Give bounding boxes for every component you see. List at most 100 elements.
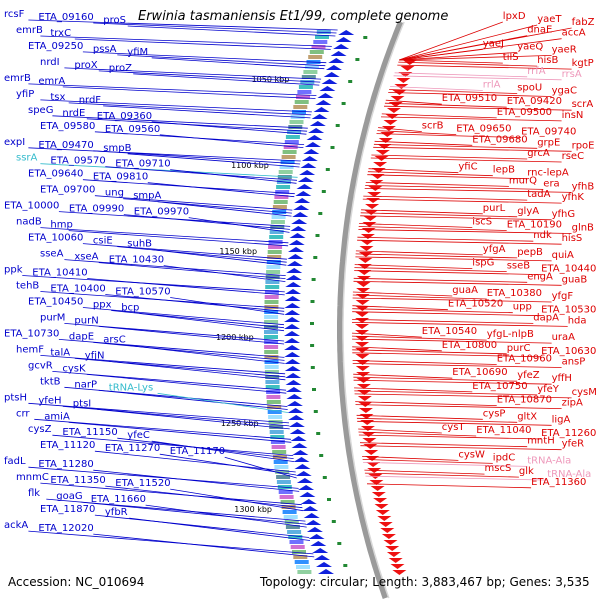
feature-block: [270, 225, 285, 229]
gene-label: ETA_09470: [38, 140, 93, 151]
gene-leader-line: [374, 140, 473, 146]
feature-block: [283, 145, 298, 149]
feature-block: [265, 380, 280, 384]
forward-gene-arrow: [297, 177, 314, 182]
gene-leader-line: [98, 70, 321, 83]
gene-leader-line: [354, 270, 542, 275]
feature-block: [296, 565, 310, 569]
gene-leader-line: [352, 294, 487, 300]
gene-label: yffH: [552, 373, 572, 384]
feature-block: [269, 230, 284, 234]
gene-leader-line: [355, 256, 552, 262]
forward-gene-arrow: [284, 352, 301, 357]
gene-leader-line: [360, 212, 518, 218]
gene-leader-line: [358, 431, 477, 437]
reverse-gene-arrow: [375, 150, 390, 155]
gene-leader-line: [117, 54, 326, 67]
gene-leader-line: [93, 469, 300, 492]
feature-block: [266, 395, 281, 399]
gene-label: expI: [4, 137, 25, 148]
gene-label: ETA_09420: [507, 96, 562, 107]
forward-gene-arrow: [302, 506, 319, 511]
gene-label: ETA_12020: [38, 523, 93, 534]
gene-label: yaeR: [552, 44, 577, 55]
gc-tick: [311, 278, 316, 281]
forward-gene-arrow: [308, 128, 325, 133]
kbp-marker: 1300 kbp: [234, 505, 272, 514]
gc-tick: [310, 366, 315, 369]
feature-block: [279, 165, 294, 169]
gene-leader-line: [352, 311, 542, 317]
gene-leader-line: [355, 253, 518, 259]
feature-block: [281, 505, 296, 509]
reverse-gene-arrow: [385, 546, 400, 551]
forward-gene-arrow: [286, 401, 303, 406]
gene-leader-line: [359, 223, 473, 228]
feature-block: [266, 260, 281, 264]
forward-gene-arrow: [286, 261, 303, 266]
forward-gene-arrow: [325, 65, 342, 70]
feature-block: [316, 30, 331, 34]
forward-gene-arrow: [300, 499, 317, 504]
feature-block: [289, 540, 304, 544]
reverse-gene-arrow: [371, 492, 386, 497]
feature-block: [294, 100, 309, 104]
gene-label: lepB: [493, 165, 515, 176]
forward-gene-arrow: [293, 457, 310, 462]
forward-gene-arrow: [285, 387, 302, 392]
gene-leader-line: [398, 61, 538, 67]
gene-label: talA: [50, 347, 70, 358]
reverse-gene-arrow: [375, 510, 390, 515]
forward-gene-arrow: [290, 226, 307, 231]
gene-label: yfjN: [85, 350, 105, 361]
gene-label: ETA_09580: [40, 121, 95, 132]
gene-label: ETA_10530: [541, 305, 596, 316]
feature-block: [293, 105, 308, 109]
forward-gene-arrow: [338, 30, 355, 35]
feature-block: [289, 120, 304, 124]
feature-block: [294, 560, 309, 564]
gene-label: ssrA: [16, 153, 38, 164]
gene-leader-line: [360, 215, 552, 221]
gene-label: ETA_09680: [472, 134, 527, 145]
gene-leader-line: [94, 514, 310, 538]
forward-gene-arrow: [285, 289, 301, 294]
gene-leader-line: [105, 485, 303, 509]
feature-block: [265, 285, 280, 289]
reverse-gene-arrow: [386, 552, 401, 557]
feature-block: [282, 150, 297, 154]
gene-leader-line: [64, 67, 322, 80]
forward-gene-arrow: [284, 331, 300, 336]
gene-label: nrdF: [79, 95, 102, 106]
gene-leader-line: [388, 92, 552, 97]
gene-label: mnmC: [16, 472, 49, 483]
forward-gene-arrow: [288, 240, 305, 245]
gene-label: yfbR: [105, 507, 128, 518]
feature-block: [268, 245, 283, 249]
feature-block: [271, 215, 286, 219]
reverse-gene-arrow: [355, 300, 370, 305]
gene-leader-line: [62, 405, 290, 427]
gene-leader-line: [354, 264, 473, 269]
forward-gene-arrow: [286, 268, 303, 273]
gene-label: smpA: [133, 191, 161, 202]
gc-tick: [315, 234, 320, 237]
gene-label: xseA: [74, 252, 98, 263]
feature-block: [265, 375, 280, 379]
gene-label: ansP: [562, 357, 586, 368]
gene-label: kgtP: [572, 58, 594, 69]
gene-label: csiE: [93, 236, 113, 247]
feature-block: [300, 80, 315, 84]
gene-label: ETA_11360: [531, 477, 586, 488]
feature-block: [265, 280, 280, 284]
gene-label: yfeH: [38, 395, 61, 406]
gene-leader-line: [28, 402, 290, 424]
gene-leader-line: [159, 134, 304, 148]
forward-gene-arrow: [303, 149, 320, 154]
gene-label: guaA: [452, 285, 478, 296]
gc-tick: [343, 564, 348, 567]
gene-leader-line: [351, 335, 487, 341]
gene-label: hmp: [50, 220, 72, 231]
forward-gene-arrow: [296, 184, 313, 189]
gene-leader-line: [28, 83, 317, 96]
